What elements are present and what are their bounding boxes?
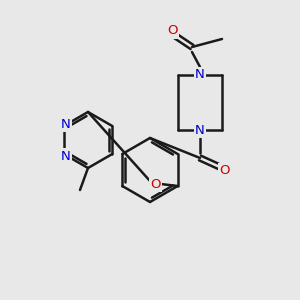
- Text: O: O: [220, 164, 230, 178]
- Text: N: N: [195, 124, 205, 136]
- Text: N: N: [61, 118, 70, 130]
- Text: N: N: [61, 149, 70, 163]
- Text: O: O: [167, 25, 177, 38]
- Text: O: O: [151, 178, 161, 190]
- Text: N: N: [195, 68, 205, 82]
